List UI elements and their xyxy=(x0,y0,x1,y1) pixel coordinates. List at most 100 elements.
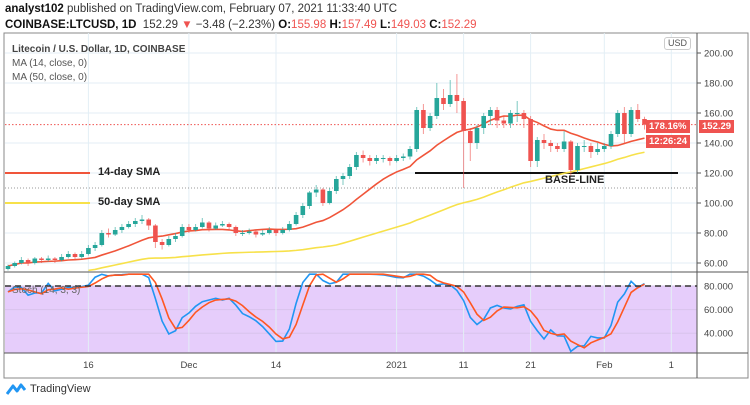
brand-text: TradingView xyxy=(30,383,91,395)
close-label: C: xyxy=(429,19,442,31)
candle-body xyxy=(454,95,460,101)
legend-ma14[interactable]: MA (14, close, 0) xyxy=(12,58,88,69)
legend-title: Litecoin / U.S. Dollar, 1D, COINBASE xyxy=(12,44,186,55)
time-tick-label: 14 xyxy=(271,360,282,371)
time-tick-label: 2021 xyxy=(386,360,407,371)
candle-body xyxy=(340,176,346,179)
candle-body xyxy=(461,101,466,131)
candle-body xyxy=(139,219,145,221)
candle-body xyxy=(126,224,131,227)
candle-body xyxy=(59,257,64,260)
candle-body xyxy=(354,155,359,167)
candle-body xyxy=(468,131,473,143)
candle-body xyxy=(474,128,480,143)
candle-body xyxy=(193,227,198,230)
candle-body xyxy=(166,239,172,245)
candle-body xyxy=(481,116,486,128)
price-tick-label: 100.00 xyxy=(704,199,733,210)
publish-text: published on TradingView.com, February 0… xyxy=(67,3,398,15)
price-tick-label: 140.00 xyxy=(704,139,733,150)
chart-legend: Litecoin / U.S. Dollar, 1D, COINBASE MA … xyxy=(12,43,185,85)
candle-body xyxy=(488,110,493,116)
candle-body xyxy=(414,110,419,149)
candle-body xyxy=(12,263,17,266)
stoch-tick-label: 60.000 xyxy=(704,305,733,316)
legend-ma50[interactable]: MA (50, close, 0) xyxy=(12,72,88,83)
candle-body xyxy=(45,258,51,260)
candle-body xyxy=(501,120,507,124)
footer-brand[interactable]: TradingView xyxy=(6,382,91,396)
candle-body xyxy=(548,143,553,146)
candle-body xyxy=(253,231,259,235)
open-label: O: xyxy=(278,19,292,31)
candle-body xyxy=(39,258,44,260)
candle-body xyxy=(407,149,413,157)
candle-body xyxy=(581,146,587,147)
low-value: 149.03 xyxy=(390,19,427,31)
candle-body xyxy=(313,189,319,193)
candle-body xyxy=(179,227,185,236)
candle-body xyxy=(380,158,386,159)
candle-body xyxy=(535,140,540,161)
candle-body xyxy=(146,219,151,226)
high-label: H: xyxy=(329,19,342,31)
candle-body xyxy=(19,260,24,263)
candle-body xyxy=(273,230,279,233)
candle-body xyxy=(360,155,366,158)
candle-body xyxy=(441,98,446,104)
candle-body xyxy=(401,156,406,158)
candle-body xyxy=(233,227,239,233)
sma50-annotation: 50-day SMA xyxy=(98,196,161,208)
quote-line: COINBASE:LTCUSD, 1D 152.29 ▼ −3.48 (−2.2… xyxy=(5,19,477,31)
candle-body xyxy=(514,113,520,114)
currency-button[interactable]: USD xyxy=(664,37,692,50)
candle-body xyxy=(260,233,265,235)
candle-body xyxy=(528,119,533,161)
stoch-band xyxy=(5,286,697,354)
publish-info: analyst102 published on TradingView.com,… xyxy=(5,3,397,15)
candle-body xyxy=(52,258,58,260)
low-label: L: xyxy=(379,19,391,31)
candle-body xyxy=(541,140,547,143)
candle-body xyxy=(307,192,312,206)
candle-body xyxy=(287,224,292,230)
candle-body xyxy=(200,222,205,227)
price-tick-label: 160.00 xyxy=(704,109,733,120)
candle-body xyxy=(434,98,440,116)
chart-frame xyxy=(3,32,749,379)
candle-body xyxy=(186,227,192,230)
candle-body xyxy=(595,149,600,152)
candle-body xyxy=(588,146,594,152)
time-tick-label: Dec xyxy=(180,360,197,371)
candle-body xyxy=(153,225,158,242)
candle-body xyxy=(615,113,620,134)
candle-body xyxy=(159,242,165,245)
candle-body xyxy=(427,116,433,128)
candle-body xyxy=(72,254,78,257)
candle-body xyxy=(555,146,560,149)
candle-body xyxy=(25,260,31,263)
candle-body xyxy=(119,227,125,230)
candle-body xyxy=(622,113,627,134)
candle-body xyxy=(374,158,379,161)
candle-body xyxy=(334,179,339,191)
stoch-tick-label: 80.000 xyxy=(704,282,733,293)
candle-body xyxy=(246,231,252,233)
percent-tag: 178.16% xyxy=(646,120,690,133)
sma14-annotation: 14-day SMA xyxy=(98,166,161,178)
price-tick-label: 200.00 xyxy=(704,49,733,60)
candle-body xyxy=(5,266,11,269)
candle-body xyxy=(280,230,285,233)
candle-body xyxy=(367,158,373,161)
candle-body xyxy=(32,258,38,263)
close-value: 152.29 xyxy=(441,19,477,31)
symbol: COINBASE:LTCUSD, 1D xyxy=(5,19,137,31)
time-tick-label: 16 xyxy=(83,360,94,371)
candle-body xyxy=(66,254,71,257)
candle-body xyxy=(602,146,607,149)
candle-body xyxy=(635,110,641,119)
legend-stoch[interactable]: Stoch (14, 3, 3) xyxy=(12,285,81,296)
author: analyst102 xyxy=(5,3,64,15)
candle-body xyxy=(421,110,426,128)
